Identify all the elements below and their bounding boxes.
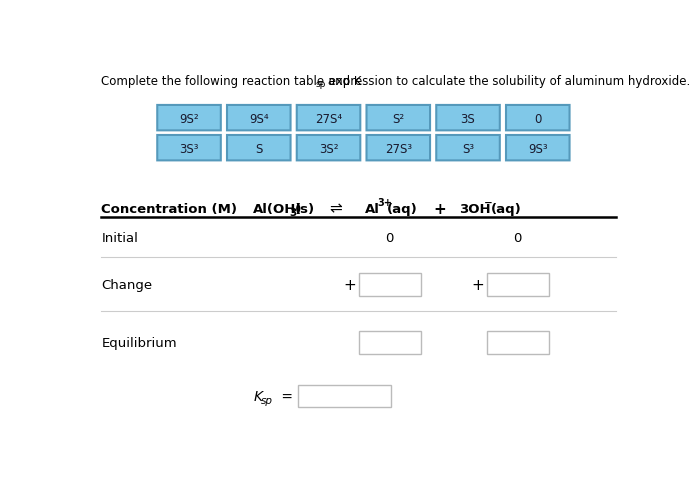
Text: 3: 3	[290, 208, 297, 217]
FancyBboxPatch shape	[367, 106, 430, 131]
FancyBboxPatch shape	[297, 106, 360, 131]
FancyBboxPatch shape	[227, 106, 290, 131]
Text: (s): (s)	[295, 202, 315, 215]
Bar	[358, 273, 421, 296]
Text: sp: sp	[261, 395, 273, 405]
Text: 9S⁴: 9S⁴	[249, 113, 269, 126]
Text: 3OH: 3OH	[459, 202, 491, 215]
Text: 3S³: 3S³	[179, 143, 199, 156]
Text: +: +	[343, 277, 356, 292]
Text: Concentration (M): Concentration (M)	[102, 202, 237, 215]
Text: Complete the following reaction table and K: Complete the following reaction table an…	[102, 75, 362, 88]
Text: ⇌: ⇌	[329, 201, 342, 216]
Text: 0: 0	[513, 231, 522, 244]
Text: K: K	[253, 389, 262, 403]
Text: 9S²: 9S²	[179, 113, 199, 126]
Text: expression to calculate the solubility of aluminum hydroxide.: expression to calculate the solubility o…	[326, 75, 691, 88]
FancyBboxPatch shape	[227, 136, 290, 161]
Text: S³: S³	[462, 143, 474, 156]
FancyBboxPatch shape	[158, 136, 220, 161]
FancyBboxPatch shape	[436, 106, 500, 131]
Text: 0: 0	[534, 113, 542, 126]
Bar	[486, 331, 549, 354]
Bar	[358, 331, 421, 354]
FancyBboxPatch shape	[506, 106, 570, 131]
Text: S: S	[255, 143, 262, 156]
Text: +: +	[471, 277, 484, 292]
Text: 3S: 3S	[461, 113, 475, 126]
Text: (aq): (aq)	[386, 202, 417, 215]
Text: sp: sp	[315, 79, 326, 89]
Text: 9S³: 9S³	[528, 143, 547, 156]
Text: 3+: 3+	[377, 197, 392, 208]
FancyBboxPatch shape	[436, 136, 500, 161]
Text: Al(OH): Al(OH)	[253, 202, 303, 215]
Text: 0: 0	[386, 231, 394, 244]
Text: Equilibrium: Equilibrium	[102, 336, 177, 349]
Text: Change: Change	[102, 278, 153, 291]
Bar	[298, 385, 391, 407]
Text: (aq): (aq)	[491, 202, 522, 215]
Text: +: +	[433, 201, 446, 216]
Text: 27S⁴: 27S⁴	[315, 113, 342, 126]
Text: Initial: Initial	[102, 231, 139, 244]
FancyBboxPatch shape	[506, 136, 570, 161]
Text: Al: Al	[365, 202, 380, 215]
Text: S²: S²	[392, 113, 405, 126]
FancyBboxPatch shape	[297, 136, 360, 161]
Text: −: −	[484, 197, 492, 208]
Text: 3S²: 3S²	[318, 143, 338, 156]
FancyBboxPatch shape	[158, 106, 220, 131]
Bar	[486, 273, 549, 296]
Text: =: =	[277, 389, 293, 403]
FancyBboxPatch shape	[367, 136, 430, 161]
Text: 27S³: 27S³	[385, 143, 412, 156]
